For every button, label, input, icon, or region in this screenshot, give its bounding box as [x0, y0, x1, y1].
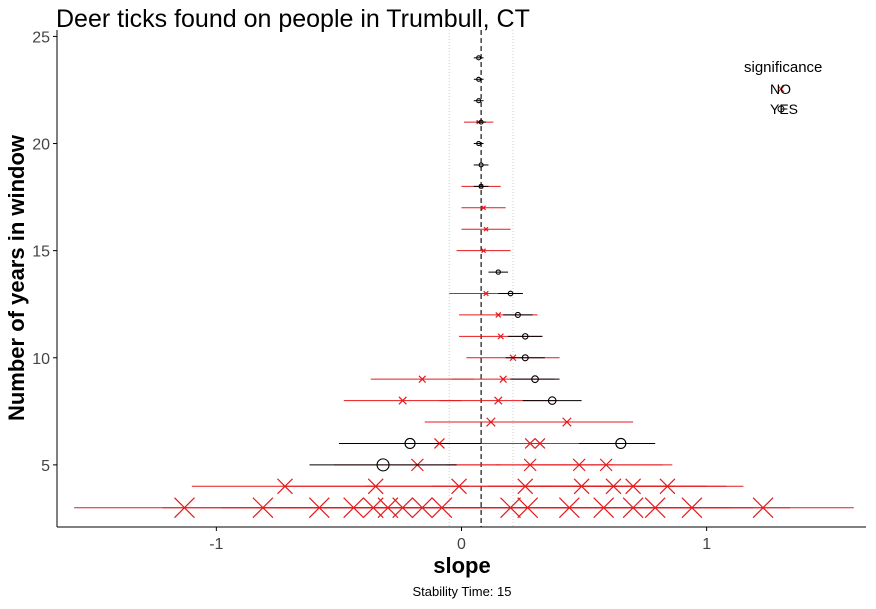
legend: significance NO YES — [744, 59, 822, 117]
marker-x-stroke — [499, 375, 507, 383]
marker-x-no — [499, 375, 507, 383]
marker-x-stroke — [483, 290, 489, 297]
marker-x-stroke — [483, 226, 489, 232]
marker-x-no — [534, 438, 546, 449]
legend-label-yes: YES — [770, 101, 798, 117]
x-tick-label: -1 — [209, 536, 223, 553]
marker-x-stroke — [495, 311, 502, 318]
caption: Stability Time: 15 — [413, 584, 512, 599]
plot-area — [74, 30, 854, 527]
y-tick-label: 25 — [32, 29, 50, 46]
marker-circle-yes — [495, 269, 501, 275]
marker-x-no — [494, 396, 503, 405]
marker-x-no — [481, 248, 486, 254]
marker-x-no — [486, 417, 496, 427]
x-ticks: -1 0 1 — [209, 527, 711, 553]
marker-circle-yes — [476, 55, 482, 61]
x-tick-label: 0 — [457, 536, 466, 553]
legend-label-no: NO — [770, 81, 791, 97]
marker-x-stroke — [497, 333, 504, 340]
marker-x-stroke — [752, 497, 774, 519]
marker-circle-yes — [547, 396, 557, 405]
marker-x-no — [418, 375, 427, 383]
chart-title: Deer ticks found on people in Trumbull, … — [56, 5, 530, 33]
marker-x-stroke — [562, 417, 572, 427]
marker-x-no — [752, 497, 774, 519]
marker-x-no — [398, 396, 407, 405]
marker-x-stroke — [398, 396, 407, 405]
marker-circle-yes — [615, 437, 627, 450]
marker-circle-yes — [521, 333, 529, 340]
marker-circle-yes — [478, 119, 484, 125]
marker-circle-yes — [476, 98, 482, 104]
marker-circle-yes — [521, 354, 529, 362]
marker-x-stroke — [481, 205, 486, 211]
marker-x-no — [562, 417, 572, 427]
marker-x-no — [481, 205, 486, 211]
marker-x-no — [497, 333, 504, 340]
marker-circle-yes — [514, 311, 521, 318]
y-ticks: 5 10 15 20 25 — [32, 29, 57, 475]
marker-circle-yes — [404, 437, 416, 450]
marker-x-no — [659, 478, 676, 495]
y-tick-label: 10 — [32, 351, 50, 368]
x-axis-label: slope — [433, 553, 490, 578]
marker-x-no — [483, 290, 489, 297]
marker-x-stroke — [599, 458, 613, 472]
marker-x-stroke — [486, 417, 496, 427]
y-axis-label: Number of years in window — [4, 134, 29, 421]
marker-circle-yes — [531, 375, 539, 384]
marker-x-stroke — [418, 375, 427, 383]
y-tick-label: 5 — [41, 458, 50, 475]
marker-circle-yes — [478, 183, 484, 189]
marker-x-stroke — [494, 396, 503, 405]
legend-key-yes — [777, 105, 785, 113]
legend-key-no — [777, 85, 785, 93]
marker-x-stroke — [534, 438, 546, 449]
marker-x-stroke — [659, 478, 676, 495]
marker-circle-yes — [376, 458, 390, 472]
marker-circle-yes — [476, 140, 482, 147]
marker-x-no — [495, 311, 502, 318]
marker-x-no — [599, 458, 613, 472]
marker-x-no — [483, 226, 489, 232]
marker-x-stroke — [481, 248, 486, 254]
marker-circle-yes — [476, 76, 482, 82]
legend-title: significance — [744, 59, 822, 76]
marker-circle-yes — [507, 290, 514, 297]
marker-circle-yes — [478, 162, 484, 168]
y-tick-label: 20 — [32, 137, 50, 154]
x-tick-label: 1 — [702, 536, 711, 553]
y-tick-label: 15 — [32, 244, 50, 261]
